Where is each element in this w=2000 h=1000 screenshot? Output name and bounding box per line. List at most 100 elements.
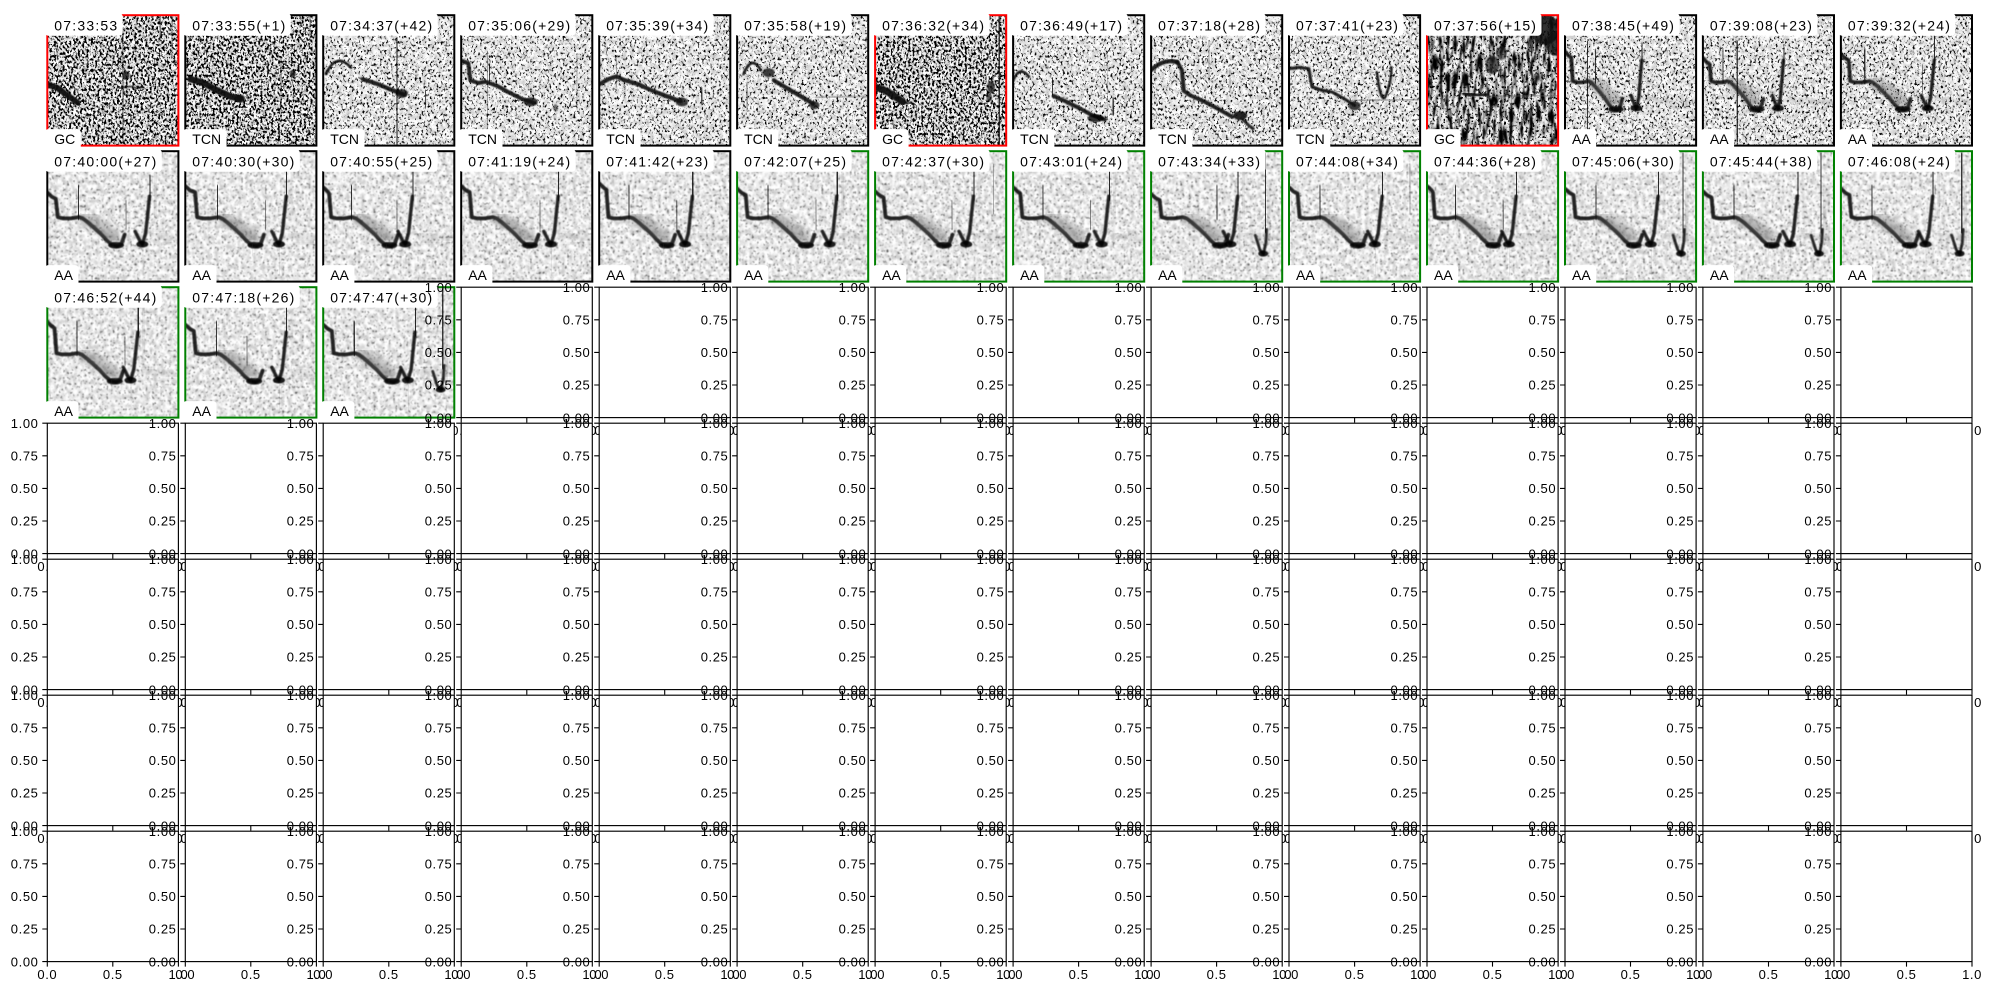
svg-text:0.25: 0.25 [425, 514, 453, 529]
svg-text:0.75: 0.75 [149, 721, 177, 736]
svg-text:0.00: 0.00 [1390, 546, 1418, 561]
svg-text:1.00: 1.00 [1666, 416, 1694, 431]
svg-text:1.00: 1.00 [1528, 280, 1556, 295]
svg-text:0.50: 0.50 [425, 481, 453, 496]
svg-text:1.00: 1.00 [425, 280, 453, 295]
svg-text:0.50: 0.50 [1528, 889, 1556, 904]
svg-text:0.75: 0.75 [1390, 721, 1418, 736]
svg-text:0.0: 0.0 [313, 967, 333, 982]
svg-text:0.00: 0.00 [1666, 818, 1694, 833]
svg-text:0.00: 0.00 [1666, 954, 1694, 969]
svg-text:1.00: 1.00 [1390, 824, 1418, 839]
svg-text:0.0: 0.0 [1417, 967, 1437, 982]
svg-text:1.00: 1.00 [1528, 552, 1556, 567]
svg-text:0.00: 0.00 [1804, 818, 1832, 833]
svg-text:0.50: 0.50 [701, 617, 729, 632]
svg-text:0.25: 0.25 [425, 922, 453, 937]
svg-text:0.75: 0.75 [425, 585, 453, 600]
svg-text:0.75: 0.75 [287, 857, 315, 872]
svg-text:0.00: 0.00 [1804, 954, 1832, 969]
svg-text:0.75: 0.75 [287, 585, 315, 600]
svg-text:0.50: 0.50 [287, 753, 315, 768]
svg-text:0.50: 0.50 [1666, 617, 1694, 632]
svg-text:1.00: 1.00 [701, 280, 729, 295]
svg-text:0.50: 0.50 [1804, 617, 1832, 632]
svg-text:0.25: 0.25 [563, 786, 591, 801]
svg-text:0.25: 0.25 [563, 514, 591, 529]
svg-text:0.50: 0.50 [1115, 481, 1143, 496]
svg-text:1.00: 1.00 [1804, 416, 1832, 431]
svg-text:0.50: 0.50 [287, 889, 315, 904]
svg-text:0.25: 0.25 [1666, 378, 1694, 393]
svg-text:0.25: 0.25 [425, 786, 453, 801]
svg-text:0.25: 0.25 [839, 786, 867, 801]
svg-text:0.00: 0.00 [563, 410, 591, 425]
svg-text:1.00: 1.00 [425, 552, 453, 567]
svg-text:0.75: 0.75 [1115, 449, 1143, 464]
svg-text:0.00: 0.00 [425, 410, 453, 425]
svg-text:0.00: 0.00 [287, 546, 315, 561]
svg-text:0.50: 0.50 [1390, 617, 1418, 632]
svg-text:0.75: 0.75 [1528, 585, 1556, 600]
svg-text:TCN: TCN [192, 131, 221, 147]
svg-text:07:45:06(+30): 07:45:06(+30) [1572, 154, 1675, 170]
svg-text:1.00: 1.00 [149, 688, 177, 703]
svg-text:0.50: 0.50 [1115, 753, 1143, 768]
svg-text:0.75: 0.75 [1528, 313, 1556, 328]
svg-text:0.75: 0.75 [1804, 585, 1832, 600]
svg-text:1.00: 1.00 [287, 552, 315, 567]
svg-text:07:43:34(+33): 07:43:34(+33) [1158, 154, 1261, 170]
svg-text:0.50: 0.50 [563, 345, 591, 360]
svg-text:0.25: 0.25 [287, 922, 315, 937]
svg-text:0.25: 0.25 [1804, 650, 1832, 665]
svg-text:0.25: 0.25 [149, 650, 177, 665]
svg-text:0.75: 0.75 [1804, 721, 1832, 736]
svg-text:0.0: 0.0 [865, 967, 885, 982]
svg-text:0.50: 0.50 [1115, 617, 1143, 632]
svg-text:0.5: 0.5 [103, 967, 123, 982]
svg-text:0.25: 0.25 [1804, 786, 1832, 801]
svg-text:0.00: 0.00 [977, 682, 1005, 697]
svg-text:0.00: 0.00 [287, 818, 315, 833]
svg-text:AA: AA [192, 267, 211, 283]
svg-text:0.00: 0.00 [1528, 954, 1556, 969]
svg-text:0.25: 0.25 [701, 378, 729, 393]
svg-text:0.25: 0.25 [1666, 922, 1694, 937]
svg-text:0.50: 0.50 [1390, 753, 1418, 768]
svg-text:0.75: 0.75 [701, 721, 729, 736]
svg-text:0.75: 0.75 [701, 857, 729, 872]
svg-text:TCN: TCN [744, 131, 773, 147]
svg-text:0.75: 0.75 [1115, 585, 1143, 600]
svg-text:0.50: 0.50 [839, 617, 867, 632]
svg-text:0.5: 0.5 [379, 967, 399, 982]
svg-text:1.0: 1.0 [306, 967, 326, 982]
svg-text:0.50: 0.50 [425, 345, 453, 360]
svg-text:0.25: 0.25 [1528, 922, 1556, 937]
svg-text:1.00: 1.00 [1252, 280, 1280, 295]
svg-text:0.25: 0.25 [1804, 922, 1832, 937]
svg-text:0.75: 0.75 [425, 313, 453, 328]
svg-text:0.25: 0.25 [1252, 514, 1280, 529]
svg-text:0.50: 0.50 [1804, 345, 1832, 360]
svg-text:07:40:55(+25): 07:40:55(+25) [330, 154, 433, 170]
svg-text:0.50: 0.50 [1252, 753, 1280, 768]
svg-text:0.25: 0.25 [977, 786, 1005, 801]
svg-text:0.25: 0.25 [149, 922, 177, 937]
svg-text:1.00: 1.00 [1804, 552, 1832, 567]
svg-text:AA: AA [54, 403, 73, 419]
svg-text:0.50: 0.50 [1390, 481, 1418, 496]
svg-text:0.25: 0.25 [1115, 378, 1143, 393]
svg-text:0.75: 0.75 [977, 721, 1005, 736]
svg-text:0.25: 0.25 [977, 650, 1005, 665]
svg-text:0.0: 0.0 [1555, 967, 1575, 982]
svg-text:AA: AA [1434, 267, 1453, 283]
svg-text:0.75: 0.75 [1115, 857, 1143, 872]
svg-text:0.00: 0.00 [1115, 818, 1143, 833]
svg-text:0.25: 0.25 [701, 514, 729, 529]
svg-text:1.00: 1.00 [701, 552, 729, 567]
svg-text:0.75: 0.75 [839, 585, 867, 600]
svg-text:07:38:45(+49): 07:38:45(+49) [1572, 18, 1675, 34]
svg-text:0.5: 0.5 [931, 967, 951, 982]
svg-text:0.00: 0.00 [1252, 818, 1280, 833]
svg-text:0.75: 0.75 [1666, 721, 1694, 736]
